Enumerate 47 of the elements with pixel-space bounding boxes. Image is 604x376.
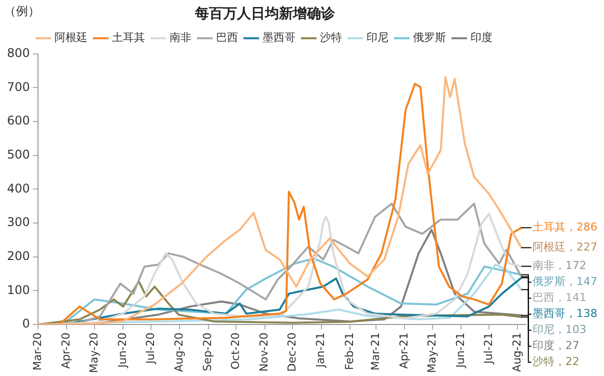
data-label: 印度，27 (532, 339, 580, 352)
y-tick-label: 200 (7, 248, 30, 263)
legend-label: 巴西 (216, 31, 238, 44)
legend-label: 南非 (169, 31, 192, 44)
x-tick-label: Feb-21 (342, 332, 356, 370)
data-label: 俄罗斯，147 (532, 275, 598, 288)
x-tick-label: Nov-20 (258, 332, 271, 372)
x-tick-label: May-21 (425, 332, 438, 373)
data-label: 墨西哥，138 (532, 307, 598, 320)
y-tick-label: 800 (7, 46, 30, 60)
x-tick-label: Jun-21 (454, 332, 468, 369)
legend-label: 土耳其 (112, 31, 145, 44)
x-tick-label: Jul-20 (144, 332, 157, 365)
y-tick-label: 700 (7, 80, 30, 94)
x-tick-label: Mar-21 (368, 332, 382, 371)
x-tick-label: Jul-21 (482, 332, 495, 365)
x-tick-label: Dec-20 (285, 332, 298, 372)
x-tick-label: May-20 (87, 332, 100, 373)
data-label: 沙特，22 (532, 355, 580, 368)
x-tick-label: Mar-20 (30, 332, 44, 371)
y-tick-label: 0 (22, 316, 30, 331)
data-label: 南非，172 (532, 259, 586, 272)
data-label: 阿根廷，227 (532, 240, 598, 254)
x-tick-label: Apr-21 (398, 332, 411, 369)
x-tick-label: Jan-21 (314, 332, 328, 368)
legend-label: 沙特 (320, 31, 342, 44)
y-tick-label: 100 (7, 282, 30, 297)
y-tick-label: 400 (7, 181, 30, 196)
data-label: 印尼，103 (532, 323, 586, 336)
y-tick-label: 600 (7, 114, 30, 128)
legend-label: 墨西哥 (262, 31, 296, 44)
y-axis-title: （例） (4, 4, 40, 18)
legend-label: 印尼 (366, 31, 388, 44)
data-label: 巴西，141 (532, 291, 586, 304)
x-tick-label: Jun-20 (116, 332, 129, 369)
data-label: 土耳其，286 (532, 220, 598, 234)
x-tick-label: Apr-20 (59, 332, 72, 369)
y-tick-label: 300 (7, 215, 30, 230)
x-tick-label: Aug-21 (510, 332, 524, 372)
legend-label: 俄罗斯 (412, 31, 446, 44)
x-tick-label: Sep-20 (201, 332, 214, 372)
x-tick-label: Oct-20 (228, 332, 242, 370)
legend-label: 阿根廷 (54, 31, 88, 44)
legend-label: 印度 (470, 31, 492, 44)
y-tick-label: 500 (7, 147, 30, 162)
chart-title: 每百万人日均新增确诊 (194, 5, 336, 22)
x-tick-label: Aug-20 (172, 332, 186, 372)
